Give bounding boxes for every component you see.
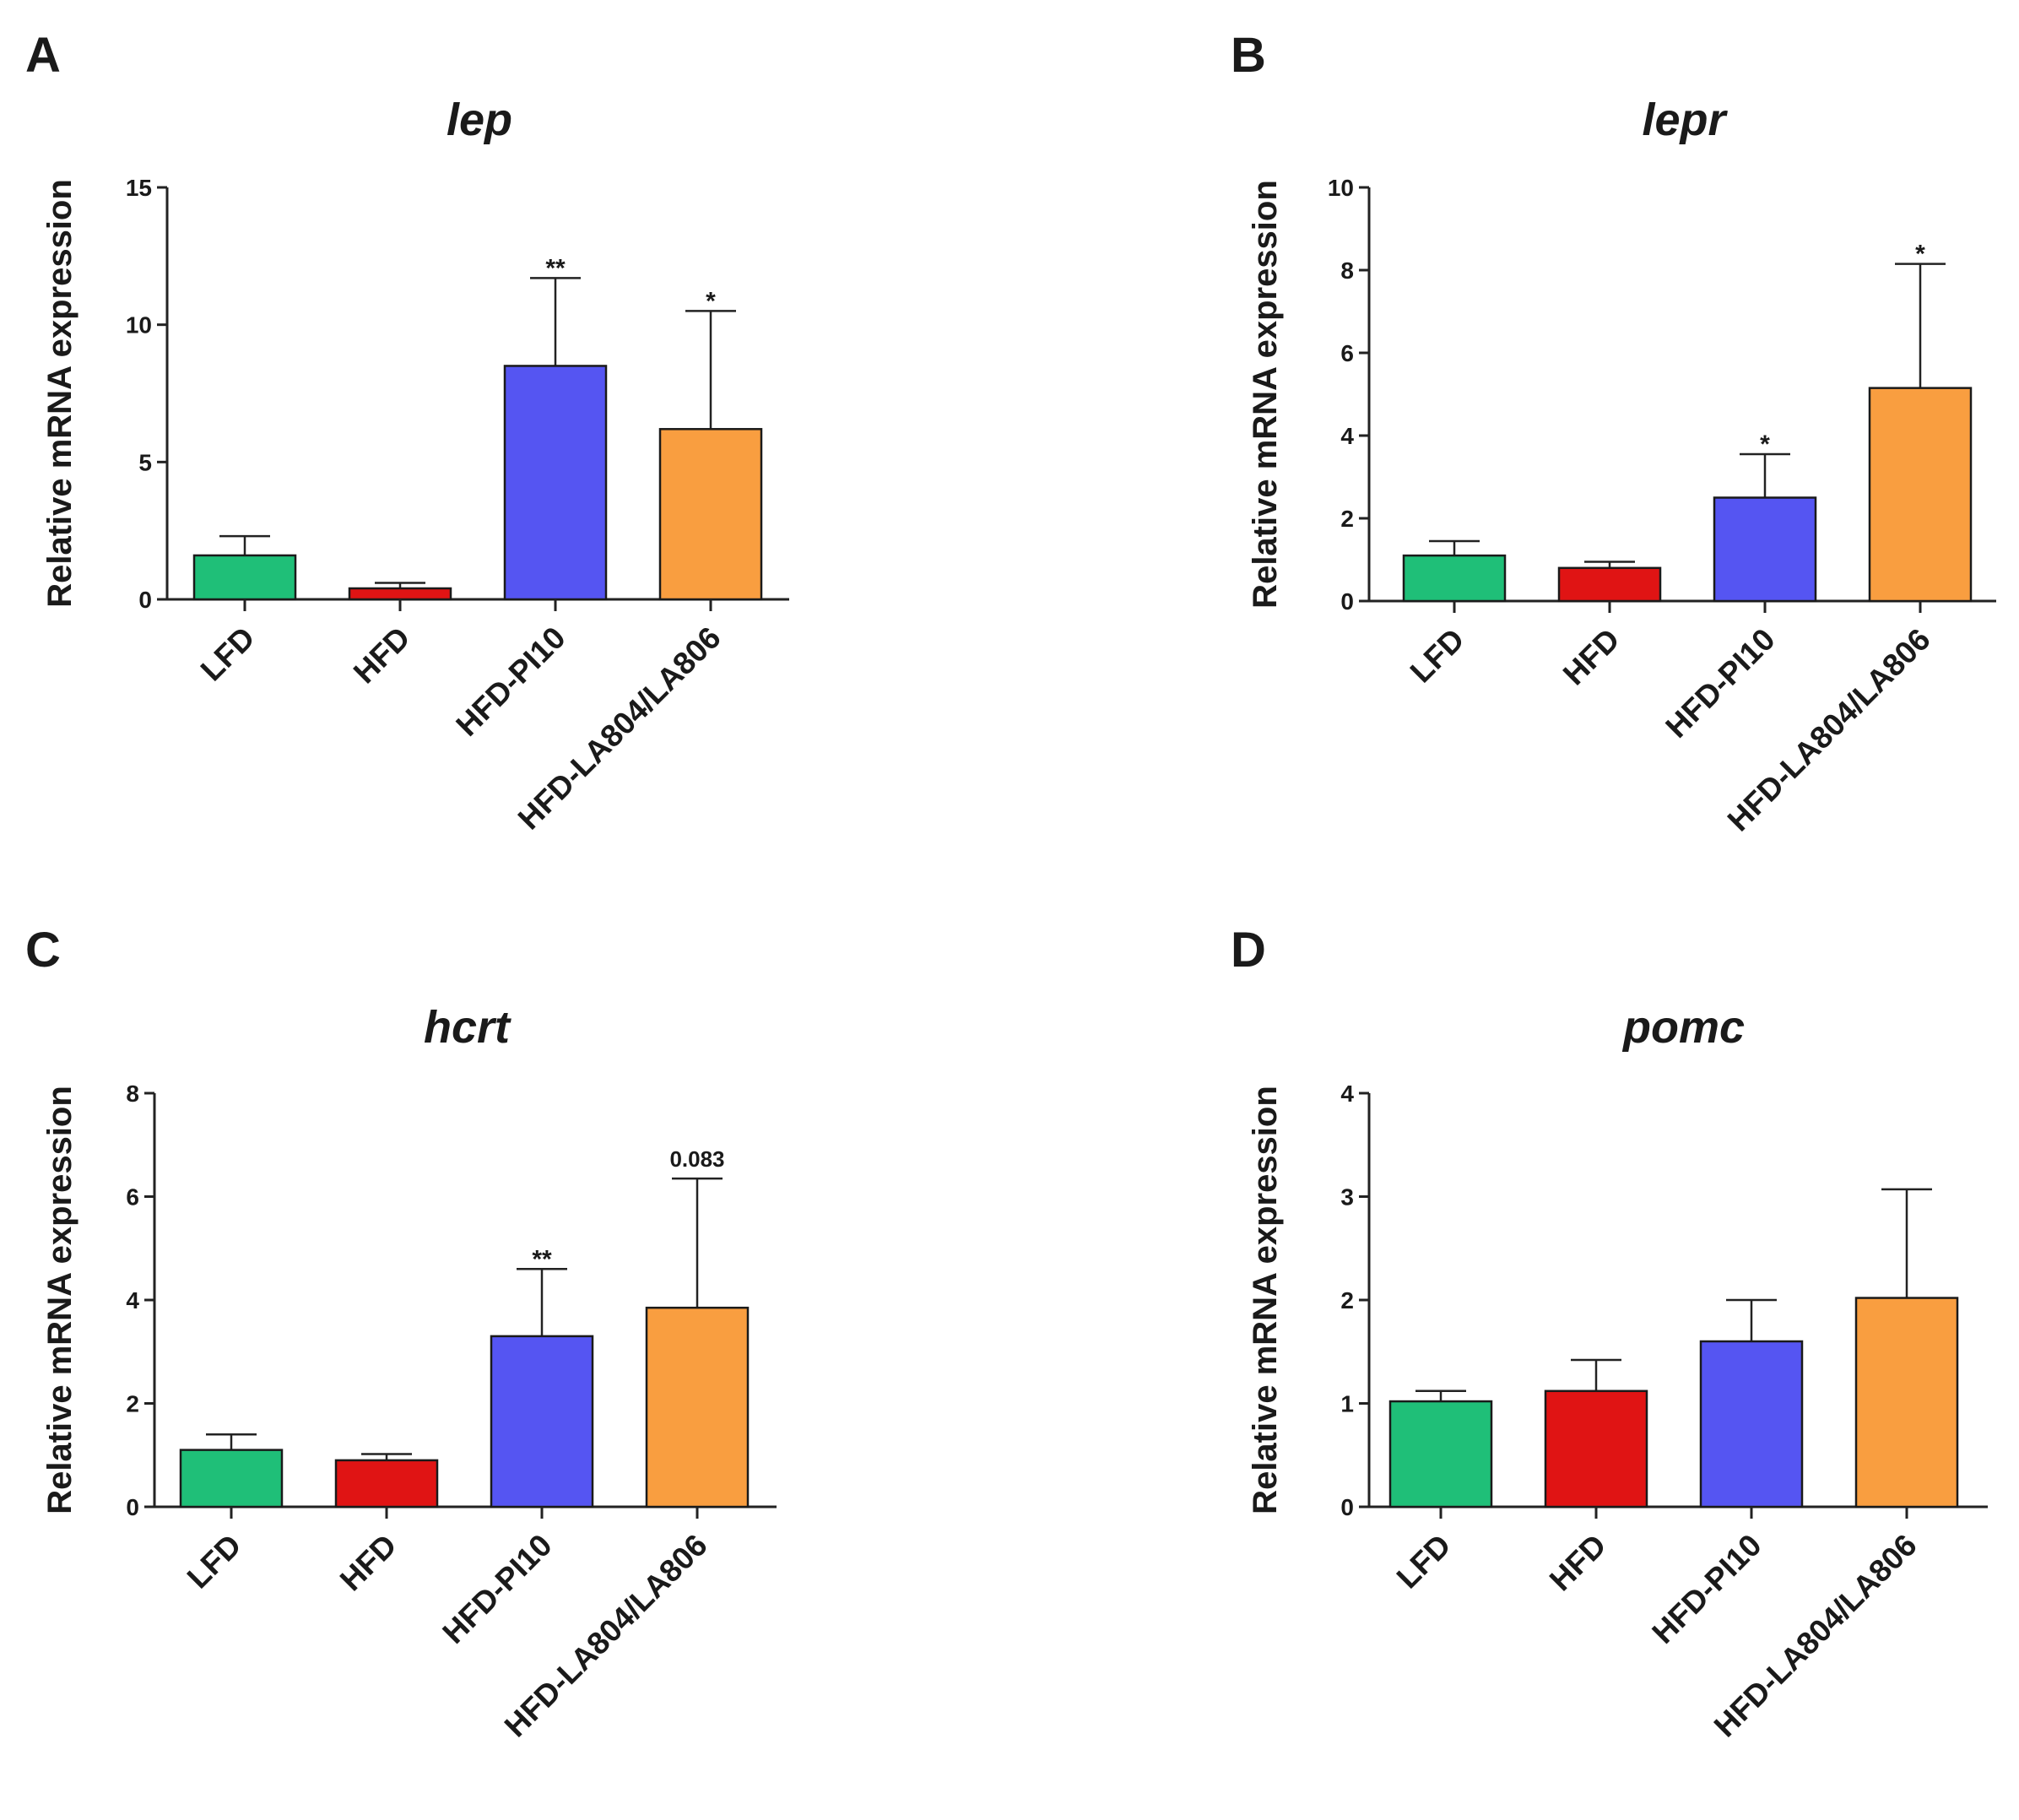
x-category-label: HFD xyxy=(1543,1528,1613,1598)
y-tick-label: 4 xyxy=(1340,423,1354,449)
y-tick-label: 0 xyxy=(138,587,152,613)
bar-hfd xyxy=(334,1459,439,1509)
bar-hfd-la804-la806 xyxy=(645,1306,750,1509)
y-axis-label: Relative mRNA expression xyxy=(41,1086,78,1514)
y-tick-label: 6 xyxy=(1340,340,1354,366)
y-tick-label: 0 xyxy=(1340,1494,1354,1520)
chart-title: lepr xyxy=(1642,95,1728,145)
bar-lfd xyxy=(179,1449,284,1509)
chart-title: hcrt xyxy=(424,1002,512,1053)
y-tick-label: 2 xyxy=(1340,506,1354,532)
panel-letter: D xyxy=(1231,923,1266,978)
significance-label: * xyxy=(1915,241,1925,268)
y-tick-label: 2 xyxy=(1340,1287,1354,1314)
bar-lfd xyxy=(1402,554,1507,603)
y-tick-label: 10 xyxy=(1328,175,1354,201)
bar-hfd xyxy=(1557,566,1662,603)
x-category-label: HFD xyxy=(347,620,417,691)
bar-lfd xyxy=(1388,1400,1493,1509)
bar-lfd xyxy=(192,554,297,601)
x-category-label: LFD xyxy=(1390,1528,1458,1595)
y-tick-label: 10 xyxy=(126,312,152,339)
y-tick-label: 15 xyxy=(126,175,152,201)
y-tick-label: 4 xyxy=(1340,1081,1354,1107)
x-category-label: HFD xyxy=(1556,622,1627,692)
chart-title: pomc xyxy=(1621,1002,1745,1053)
x-category-label: LFD xyxy=(194,620,262,688)
y-tick-label: 5 xyxy=(138,449,152,475)
y-tick-label: 1 xyxy=(1340,1391,1354,1417)
x-category-label: LFD xyxy=(181,1528,248,1595)
y-axis-label: Relative mRNA expression xyxy=(41,179,78,608)
y-tick-label: 4 xyxy=(126,1287,139,1314)
x-category-label: HFD-PI10 xyxy=(1659,622,1781,745)
bar-hfd-la804-la806 xyxy=(1854,1297,1959,1509)
significance-label: ** xyxy=(545,254,566,282)
x-category-label: HFD-PI10 xyxy=(449,620,571,743)
significance-label: * xyxy=(706,287,716,315)
y-tick-label: 3 xyxy=(1340,1184,1354,1211)
significance-label: 0.083 xyxy=(669,1146,724,1172)
y-tick-label: 0 xyxy=(126,1494,139,1520)
x-category-label: LFD xyxy=(1404,622,1471,690)
y-axis-label: Relative mRNA expression xyxy=(1247,180,1284,609)
y-tick-label: 2 xyxy=(126,1391,139,1417)
x-category-label: HFD-PI10 xyxy=(436,1528,558,1650)
bar-hfd-pi10 xyxy=(503,365,608,601)
significance-label: * xyxy=(1760,431,1770,458)
panel-letter: B xyxy=(1231,28,1266,83)
bar-hfd-pi10 xyxy=(1699,1340,1804,1509)
y-tick-label: 0 xyxy=(1340,588,1354,615)
bar-hfd-pi10 xyxy=(490,1335,594,1509)
significance-label: ** xyxy=(532,1245,552,1273)
x-category-label: HFD-PI10 xyxy=(1645,1528,1767,1650)
bar-hfd xyxy=(1544,1389,1648,1509)
y-tick-label: 8 xyxy=(1340,257,1354,284)
y-axis-label: Relative mRNA expression xyxy=(1247,1086,1284,1514)
chart-title: lep xyxy=(447,95,512,145)
bar-hfd-pi10 xyxy=(1713,496,1817,603)
bar-hfd xyxy=(348,587,452,601)
panel-letter: C xyxy=(25,923,61,978)
panel-letter: A xyxy=(25,28,61,83)
y-tick-label: 8 xyxy=(126,1081,139,1107)
bar-hfd-la804-la806 xyxy=(658,428,763,601)
x-category-label: HFD xyxy=(333,1528,403,1598)
y-tick-label: 6 xyxy=(126,1184,139,1211)
bar-hfd-la804-la806 xyxy=(1868,387,1973,603)
